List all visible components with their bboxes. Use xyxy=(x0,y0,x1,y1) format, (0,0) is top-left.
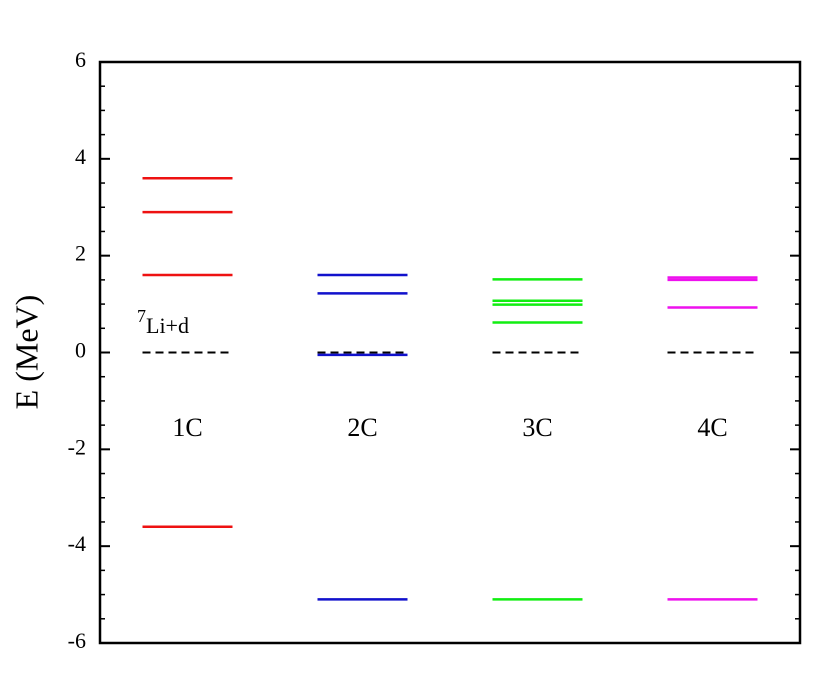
threshold-annotation: 7Li+d xyxy=(137,306,189,338)
annotation-superscript: 7 xyxy=(137,306,146,326)
y-tick-label: -6 xyxy=(68,628,86,653)
y-tick-label: 4 xyxy=(75,144,86,169)
y-tick-label: 6 xyxy=(75,47,86,72)
annotation-text: Li+d xyxy=(146,313,189,338)
y-tick-label: 0 xyxy=(75,338,86,363)
column-label: 2C xyxy=(347,413,377,442)
y-axis-label: E (MeV) xyxy=(8,295,44,410)
column-label: 1C xyxy=(172,413,202,442)
y-tick-label: -2 xyxy=(68,434,86,459)
y-tick-label: 2 xyxy=(75,241,86,266)
y-tick-label: -4 xyxy=(68,531,86,556)
column-label: 3C xyxy=(522,413,552,442)
column-label: 4C xyxy=(697,413,727,442)
